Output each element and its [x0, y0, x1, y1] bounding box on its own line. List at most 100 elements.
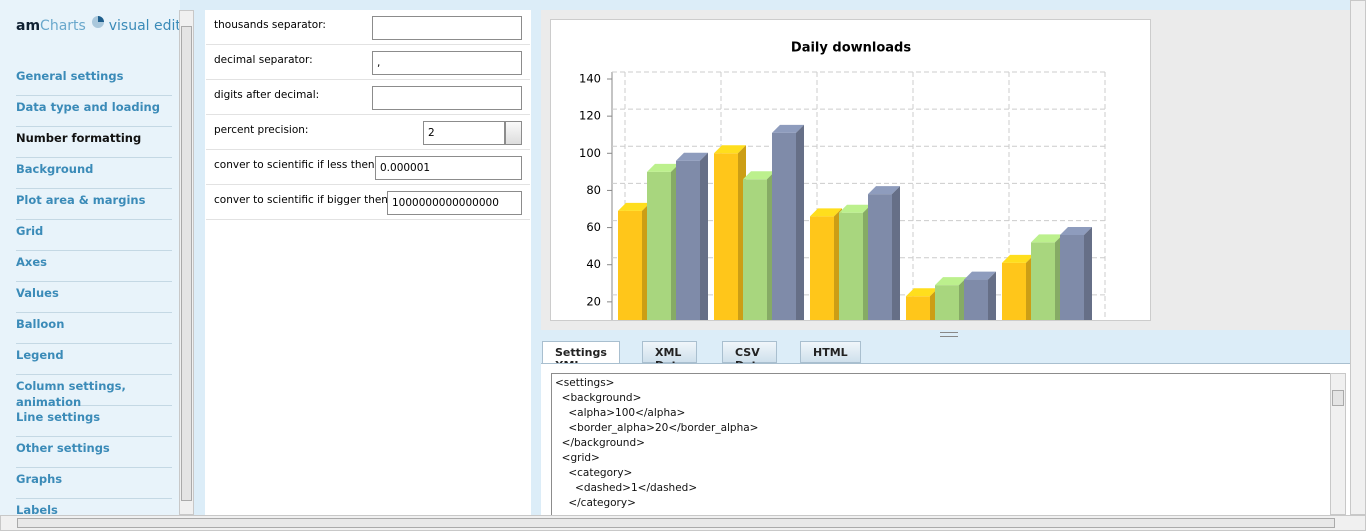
chart: Daily downloads 20 40 60 80 100 120 140 — [550, 19, 1151, 321]
bar-front — [1002, 262, 1026, 320]
bar-front — [1060, 235, 1084, 320]
tab[interactable]: HTML — [800, 341, 861, 363]
scroll-thumb[interactable] — [181, 26, 192, 501]
code-line: <grid> — [555, 452, 600, 464]
y-tick-label: 60 — [586, 220, 601, 234]
tab[interactable]: XML Data — [642, 341, 698, 372]
menu-item[interactable]: Line settings — [16, 406, 172, 437]
splitter[interactable] — [940, 332, 958, 337]
bar-top — [714, 145, 746, 154]
bar — [743, 171, 775, 320]
menu-item[interactable]: Number formatting — [16, 127, 172, 158]
scroll-thumb[interactable] — [17, 518, 1335, 528]
form-row: conver to scientific if bigger then: 1000… — [206, 185, 530, 220]
bar-front — [935, 285, 959, 320]
sidebar: amCharts visual editor General settingsD… — [0, 0, 180, 515]
bar — [618, 202, 650, 320]
bar — [772, 124, 804, 320]
bar-top — [810, 208, 842, 217]
menu-item[interactable]: Column settings, animation — [16, 375, 172, 409]
bar-front — [906, 296, 930, 320]
bar — [1002, 254, 1034, 320]
spinner[interactable] — [505, 121, 522, 145]
menu-item[interactable]: Labels — [16, 499, 172, 515]
form-row: conver to scientific if less then: 0.0000… — [206, 150, 530, 185]
code-line: </background> — [555, 437, 645, 449]
sidebar-scrollbar[interactable] — [179, 10, 194, 515]
field-input[interactable]: 2 — [423, 121, 505, 145]
field-label: digits after decimal: — [214, 89, 320, 101]
field-input[interactable] — [372, 86, 522, 110]
menu-item[interactable]: Plot area & margins — [16, 189, 172, 220]
menu-item[interactable]: Legend — [16, 344, 172, 375]
tab[interactable]: CSV Data — [722, 341, 778, 372]
y-tick-label: 140 — [579, 72, 601, 86]
field-label: conver to scientific if less then: — [214, 159, 379, 171]
bar-front — [743, 179, 767, 320]
code-line: <background> — [555, 392, 642, 404]
bar — [964, 271, 996, 320]
bar — [935, 277, 967, 320]
menu-item[interactable]: Graphs — [16, 468, 172, 499]
menu-item[interactable]: General settings — [16, 65, 172, 96]
bar-top — [964, 271, 996, 280]
y-tick-label: 100 — [579, 146, 601, 160]
form-row: thousands separator: — [206, 10, 530, 45]
field-label: decimal separator: — [214, 54, 313, 66]
field-input[interactable] — [372, 16, 522, 40]
form-row: percent precision: 2 — [206, 115, 530, 150]
field-input[interactable]: , — [372, 51, 522, 75]
bar — [1060, 227, 1092, 320]
bar-front — [618, 210, 642, 320]
code-line: <settings> — [555, 377, 615, 389]
code-line: <alpha>100</alpha> — [555, 407, 686, 419]
bar-side — [892, 186, 900, 320]
bar-side — [700, 152, 708, 320]
menu-item[interactable]: Data type and loading — [16, 96, 172, 127]
menu-item[interactable]: Balloon — [16, 313, 172, 344]
logo-icon — [92, 16, 105, 28]
bar — [714, 145, 746, 320]
field-label: percent precision: — [214, 124, 309, 136]
field-input[interactable]: 0.000001 — [375, 156, 522, 180]
page-v-scrollbar[interactable] — [1350, 0, 1366, 515]
field-input[interactable]: 1000000000000000 — [387, 191, 522, 215]
bar — [810, 208, 842, 320]
field-label: conver to scientific if bigger then: — [214, 194, 392, 206]
bar-top — [906, 288, 938, 297]
logo: amCharts visual editor — [16, 16, 180, 34]
code-line: <border_alpha>20</border_alpha> — [555, 422, 759, 434]
code-editor[interactable]: <settings> <background> <alpha>100</alph… — [551, 373, 1331, 515]
code-line: </category> — [555, 497, 636, 509]
y-tick-label: 20 — [586, 294, 601, 308]
bar-top — [839, 204, 871, 213]
logo-subtitle: visual editor — [108, 18, 180, 34]
menu-item[interactable]: Grid — [16, 220, 172, 251]
y-tick-label: 120 — [579, 109, 601, 123]
bar-top — [868, 186, 900, 195]
menu-item[interactable]: Background — [16, 158, 172, 189]
bar-front — [676, 160, 700, 320]
bar-front — [714, 153, 738, 320]
bar-front — [839, 212, 863, 320]
bar-side — [796, 124, 804, 320]
menu-item[interactable]: Values — [16, 282, 172, 313]
logo-bold: am — [16, 18, 41, 34]
bar-top — [647, 163, 679, 172]
code-line: <category> — [555, 467, 633, 479]
bar — [868, 186, 900, 320]
bar-side — [1084, 227, 1092, 320]
tab[interactable]: Settings XML — [542, 341, 620, 372]
bar-side — [988, 271, 996, 320]
page-h-scrollbar[interactable] — [0, 515, 1366, 531]
menu-item[interactable]: Axes — [16, 251, 172, 282]
form-row: digits after decimal: — [206, 80, 530, 115]
bar-front — [810, 216, 834, 320]
menu-item[interactable]: Other settings — [16, 437, 172, 468]
code-line: <dashed>1</dashed> — [555, 482, 698, 494]
bar — [676, 152, 708, 320]
menu: General settings Data type and loading Num… — [0, 0, 180, 515]
scroll-thumb[interactable] — [1332, 390, 1344, 406]
code-scrollbar[interactable] — [1330, 373, 1346, 515]
